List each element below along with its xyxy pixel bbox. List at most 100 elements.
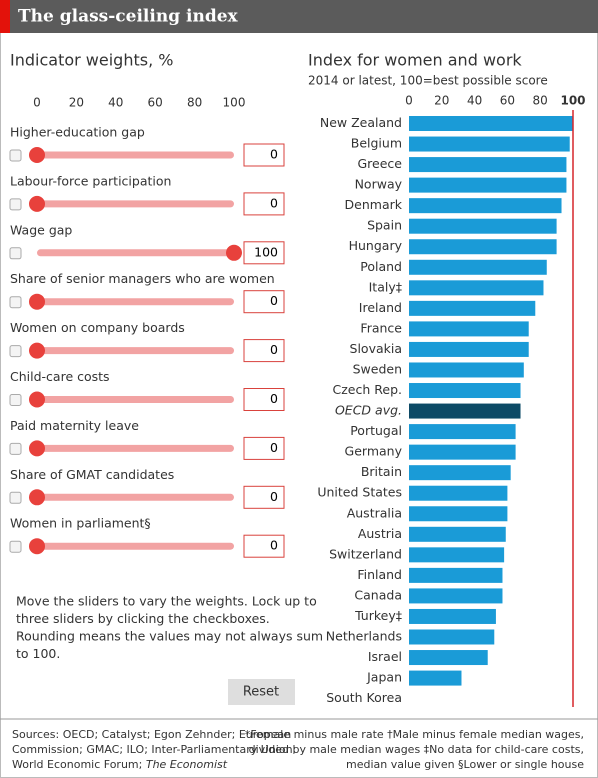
slider-knob[interactable] xyxy=(29,342,45,359)
slider-tick-label: 60 xyxy=(148,96,163,110)
bar xyxy=(409,280,544,296)
category-label: South Korea xyxy=(326,690,402,705)
lock-checkbox[interactable] xyxy=(9,198,22,211)
category-label: New Zealand xyxy=(320,115,402,130)
bar xyxy=(409,300,536,316)
category-label: Turkey‡ xyxy=(354,608,402,623)
slider-track[interactable] xyxy=(37,493,234,501)
x-tick-label: 80 xyxy=(533,94,548,108)
slider-label: Share of senior managers who are women xyxy=(10,271,275,286)
chart-title: Index for women and work xyxy=(308,51,522,70)
value-text: 100 xyxy=(254,244,278,259)
value-box[interactable] xyxy=(243,143,285,167)
value-text: 0 xyxy=(270,342,278,357)
bar xyxy=(409,506,508,522)
slider-label: Wage gap xyxy=(10,222,72,237)
slider-knob[interactable] xyxy=(226,244,242,261)
value-box[interactable] xyxy=(243,436,285,460)
bar xyxy=(409,444,516,460)
slider-track[interactable] xyxy=(37,444,234,452)
bar xyxy=(409,383,521,399)
bar xyxy=(409,670,462,686)
slider-track[interactable] xyxy=(37,298,234,306)
value-text: 0 xyxy=(270,293,278,308)
bar xyxy=(409,650,488,666)
slider-knob[interactable] xyxy=(29,391,45,408)
bar xyxy=(409,403,521,419)
bar xyxy=(409,588,503,604)
category-label: Ireland xyxy=(359,300,402,315)
slider-track[interactable] xyxy=(37,151,234,159)
value-text: 0 xyxy=(270,440,278,455)
lock-checkbox[interactable] xyxy=(9,540,22,553)
value-text: 0 xyxy=(270,391,278,406)
lock-checkbox[interactable] xyxy=(9,149,22,162)
bar xyxy=(409,547,505,563)
slider-knob[interactable] xyxy=(29,440,45,457)
value-box[interactable] xyxy=(243,534,285,558)
category-label: Poland xyxy=(360,259,402,274)
value-box[interactable] xyxy=(243,290,285,314)
slider-knob[interactable] xyxy=(29,489,45,506)
x-tick-label: 60 xyxy=(500,94,515,108)
slider-track[interactable] xyxy=(37,200,234,208)
lock-checkbox[interactable] xyxy=(9,296,22,309)
bar xyxy=(409,526,506,542)
instruction-text: Rounding means the values may not always… xyxy=(16,629,323,644)
footnote-text: median value given §Lower or single hous… xyxy=(346,758,584,771)
bar xyxy=(409,629,495,645)
controls-title: Indicator weights, % xyxy=(10,51,173,70)
category-label: Sweden xyxy=(353,361,402,376)
slider-label: Women in parliament§ xyxy=(10,516,151,531)
bar xyxy=(409,177,567,193)
instruction-text: to 100. xyxy=(16,646,60,661)
category-label: Czech Rep. xyxy=(333,382,402,397)
value-box[interactable] xyxy=(243,339,285,363)
category-label: Germany xyxy=(345,444,403,459)
slider-knob[interactable] xyxy=(29,293,45,310)
slider-track[interactable] xyxy=(37,542,234,550)
slider-tick-label: 40 xyxy=(108,96,123,110)
value-text: 0 xyxy=(270,489,278,504)
value-box[interactable] xyxy=(243,241,285,265)
footnote-text: divided by male median wages ‡No data fo… xyxy=(249,743,584,756)
title-bar xyxy=(0,0,598,33)
lock-checkbox[interactable] xyxy=(9,247,22,260)
lock-checkbox[interactable] xyxy=(9,394,22,406)
bar xyxy=(409,198,562,214)
category-label: Israel xyxy=(368,649,402,664)
x-tick-label: 40 xyxy=(467,94,482,108)
category-label: OECD avg. xyxy=(335,403,402,418)
reset-label: Reset xyxy=(243,685,279,700)
lock-checkbox[interactable] xyxy=(9,345,22,358)
source-part: World Economic Forum; xyxy=(12,758,146,771)
bar xyxy=(409,218,557,234)
category-label: Slovakia xyxy=(350,341,402,356)
bar xyxy=(409,567,503,583)
lock-checkbox[interactable] xyxy=(9,491,22,504)
slider-track[interactable] xyxy=(37,347,234,355)
bar xyxy=(409,608,496,624)
reset-button[interactable] xyxy=(228,679,295,705)
bar xyxy=(409,465,511,481)
slider-knob[interactable] xyxy=(29,147,45,163)
value-box[interactable] xyxy=(243,192,285,216)
slider-label: Labour-force participation xyxy=(10,173,171,188)
category-label: Portugal xyxy=(350,423,402,438)
slider-tick-label: 0 xyxy=(33,96,41,110)
slider-track[interactable] xyxy=(37,396,234,403)
slider-knob[interactable] xyxy=(29,538,45,555)
category-label: Canada xyxy=(354,587,402,602)
category-label: Belgium xyxy=(351,136,402,151)
bar xyxy=(409,341,529,357)
bar xyxy=(409,485,508,501)
slider-tick-label: 20 xyxy=(69,96,84,110)
slider-label: Paid maternity leave xyxy=(10,418,139,433)
value-box[interactable] xyxy=(243,485,285,509)
slider-knob[interactable] xyxy=(29,195,45,212)
bar xyxy=(409,136,570,152)
value-box[interactable] xyxy=(243,388,285,411)
slider-label: Higher-education gap xyxy=(10,125,145,140)
slider-track[interactable] xyxy=(37,249,234,257)
lock-checkbox[interactable] xyxy=(9,442,22,455)
